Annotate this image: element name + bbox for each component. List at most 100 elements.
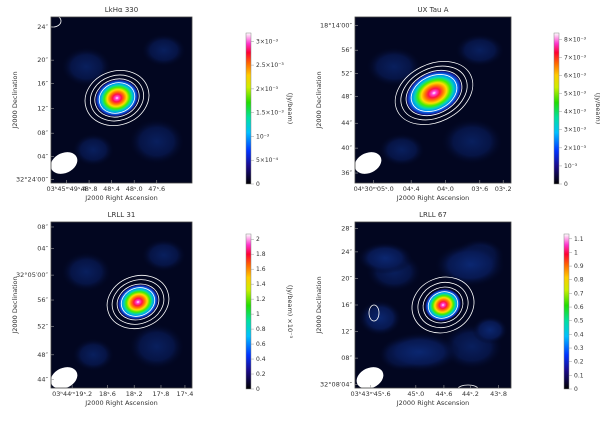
colorbar-tick-label: 1.1 bbox=[574, 236, 584, 243]
y-tick-label: 12″ bbox=[37, 104, 48, 112]
noise-patch bbox=[454, 33, 505, 67]
source-emission bbox=[117, 284, 159, 320]
colorbar-tick-label: 0.9 bbox=[574, 263, 584, 270]
colorbar-tick-label: 2 bbox=[256, 236, 260, 243]
map-frame bbox=[354, 16, 512, 184]
panel-2: UX Tau A 04ʰ30ᵐ05ˢ.0 04ˢ.4 04ˢ.0 03ˢ.6 03ˢ.2 J… bbox=[315, 6, 600, 202]
x-tick-label: 03ˢ.6 bbox=[471, 185, 488, 193]
colorbar-tick-label: 0.6 bbox=[574, 304, 584, 311]
source-emission bbox=[94, 78, 140, 118]
panel-3: LRLL 31 03ʰ44ᵐ19ˢ.2 18ˢ.6 18ˢ.2 17ˢ.8 17ˢ.4 J2… bbox=[11, 211, 294, 407]
colorbar-tick-label: 0.6 bbox=[256, 341, 266, 348]
noise-patch bbox=[60, 46, 112, 87]
noise-patch bbox=[358, 300, 402, 336]
y-tick-label: 32°05′00″ bbox=[16, 271, 49, 279]
x-tick-label: 45ˢ.0 bbox=[407, 390, 424, 398]
contour-line bbox=[527, 377, 533, 387]
contour-line bbox=[368, 304, 380, 322]
colorbar bbox=[553, 32, 560, 185]
y-tick-label: 44″ bbox=[37, 376, 48, 384]
colorbar-tick-label: 0 bbox=[256, 181, 260, 188]
contour-line bbox=[120, 287, 156, 317]
colorbar-tick-label: 1.4 bbox=[256, 281, 266, 288]
contour-line bbox=[417, 281, 469, 329]
colorbar-tick-label: 2×10⁻³ bbox=[256, 86, 279, 93]
noise-patch bbox=[472, 316, 508, 344]
y-axis-label: J2000 Declination bbox=[315, 71, 323, 129]
contour-line bbox=[84, 70, 150, 126]
x-tick-label: 18ˢ.6 bbox=[99, 390, 116, 398]
x-tick-label: 03ʰ44ᵐ19ˢ.2 bbox=[52, 390, 92, 398]
colorbar-label: (Jy/beam) bbox=[594, 93, 600, 124]
panel-title: UX Tau A bbox=[417, 6, 448, 14]
y-tick-label: 32°08′04″ bbox=[320, 381, 353, 389]
noise-patch bbox=[378, 133, 426, 167]
y-tick-label: 12″ bbox=[341, 328, 352, 336]
contour-line bbox=[111, 279, 165, 325]
source-emission bbox=[424, 288, 462, 322]
colorbar-tick-label: 0.2 bbox=[574, 359, 584, 366]
noise-patch bbox=[141, 238, 187, 272]
y-tick-label: 24″ bbox=[37, 23, 48, 31]
noise-patch bbox=[141, 33, 187, 67]
y-axis-label: J2000 Declination bbox=[11, 71, 19, 129]
colorbar-tick-label: 0.1 bbox=[574, 372, 584, 379]
colorbar-tick-label: 1.5×10⁻³ bbox=[256, 110, 284, 117]
colorbar-tick-label: 0.8 bbox=[574, 277, 584, 284]
colorbar-tick-label: 1.2 bbox=[256, 296, 266, 303]
contour-line bbox=[411, 276, 475, 334]
colorbar-tick-label: 1 bbox=[256, 311, 260, 318]
contour-line bbox=[427, 291, 459, 319]
noise-patch bbox=[357, 242, 413, 274]
x-axis-label: J2000 Right Ascension bbox=[396, 194, 470, 202]
x-tick-label: 17ˢ.4 bbox=[176, 390, 193, 398]
beam-ellipse bbox=[354, 152, 382, 174]
contour-line bbox=[410, 74, 458, 112]
x-tick-label: 03ʰ43ᵐ45ˢ.6 bbox=[351, 390, 391, 398]
colorbar-tick-label: 1.6 bbox=[256, 266, 266, 273]
colorbar-label: (Jy/beam) ×10⁻³ bbox=[286, 285, 294, 339]
beam-ellipse bbox=[50, 367, 78, 389]
x-axis-label: J2000 Right Ascension bbox=[84, 399, 158, 407]
panel-4: LRLL 67 03ʰ43ᵐ45ˢ.6 45ˢ.0 44ˢ.6 44ˢ.2 43ˢ.8 J2… bbox=[315, 211, 584, 407]
colorbar-tick-label: 0 bbox=[574, 386, 578, 393]
colorbar-tick-label: 0.4 bbox=[256, 356, 266, 363]
contour-line bbox=[394, 61, 474, 125]
colorbar-label: (Jy/beam) bbox=[286, 93, 294, 124]
colorbar-tick-label: 10⁻³ bbox=[564, 163, 578, 170]
y-tick-label: 04″ bbox=[37, 152, 48, 160]
colorbar-tick-label: 0.2 bbox=[256, 371, 266, 378]
colorbar-tick-label: 8×10⁻³ bbox=[564, 36, 587, 43]
x-tick-label: 04ʰ30ᵐ05ˢ.0 bbox=[354, 185, 394, 193]
y-tick-label: 56″ bbox=[341, 46, 352, 54]
x-tick-label: 04ˢ.4 bbox=[403, 185, 420, 193]
noise-patch bbox=[434, 243, 506, 287]
y-tick-label: 48″ bbox=[341, 93, 352, 101]
x-tick-label: 03ˢ.2 bbox=[495, 185, 512, 193]
x-tick-label: 48ˢ.4 bbox=[103, 185, 120, 193]
beam-ellipse bbox=[356, 367, 384, 389]
colorbar-tick-label: 7×10⁻³ bbox=[564, 54, 587, 61]
colorbar-tick-label: 2.5×10⁻³ bbox=[256, 62, 284, 69]
noise-patch bbox=[380, 332, 460, 372]
y-tick-label: 20″ bbox=[37, 56, 48, 64]
colorbar-tick-label: 10⁻³ bbox=[256, 133, 270, 140]
x-tick-label: 44ˢ.6 bbox=[435, 390, 452, 398]
colorbar-tick-label: 0.8 bbox=[256, 326, 266, 333]
colorbar-tick-label: 3×10⁻³ bbox=[564, 127, 587, 134]
y-tick-label: 08″ bbox=[341, 354, 352, 362]
source-emission bbox=[405, 69, 463, 117]
contour-line bbox=[405, 69, 463, 117]
noise-patch bbox=[128, 118, 185, 165]
colorbar-tick-label: 0.4 bbox=[574, 331, 584, 338]
y-tick-label: 52″ bbox=[37, 323, 48, 331]
contour-line bbox=[94, 78, 140, 118]
y-tick-label: 44″ bbox=[341, 119, 352, 127]
colorbar-tick-label: 1.8 bbox=[256, 251, 266, 258]
noise-patch bbox=[365, 46, 423, 87]
y-tick-label: 48″ bbox=[37, 351, 48, 359]
x-tick-label: 18ˢ.2 bbox=[126, 390, 143, 398]
x-tick-label: 43ˢ.8 bbox=[490, 390, 507, 398]
